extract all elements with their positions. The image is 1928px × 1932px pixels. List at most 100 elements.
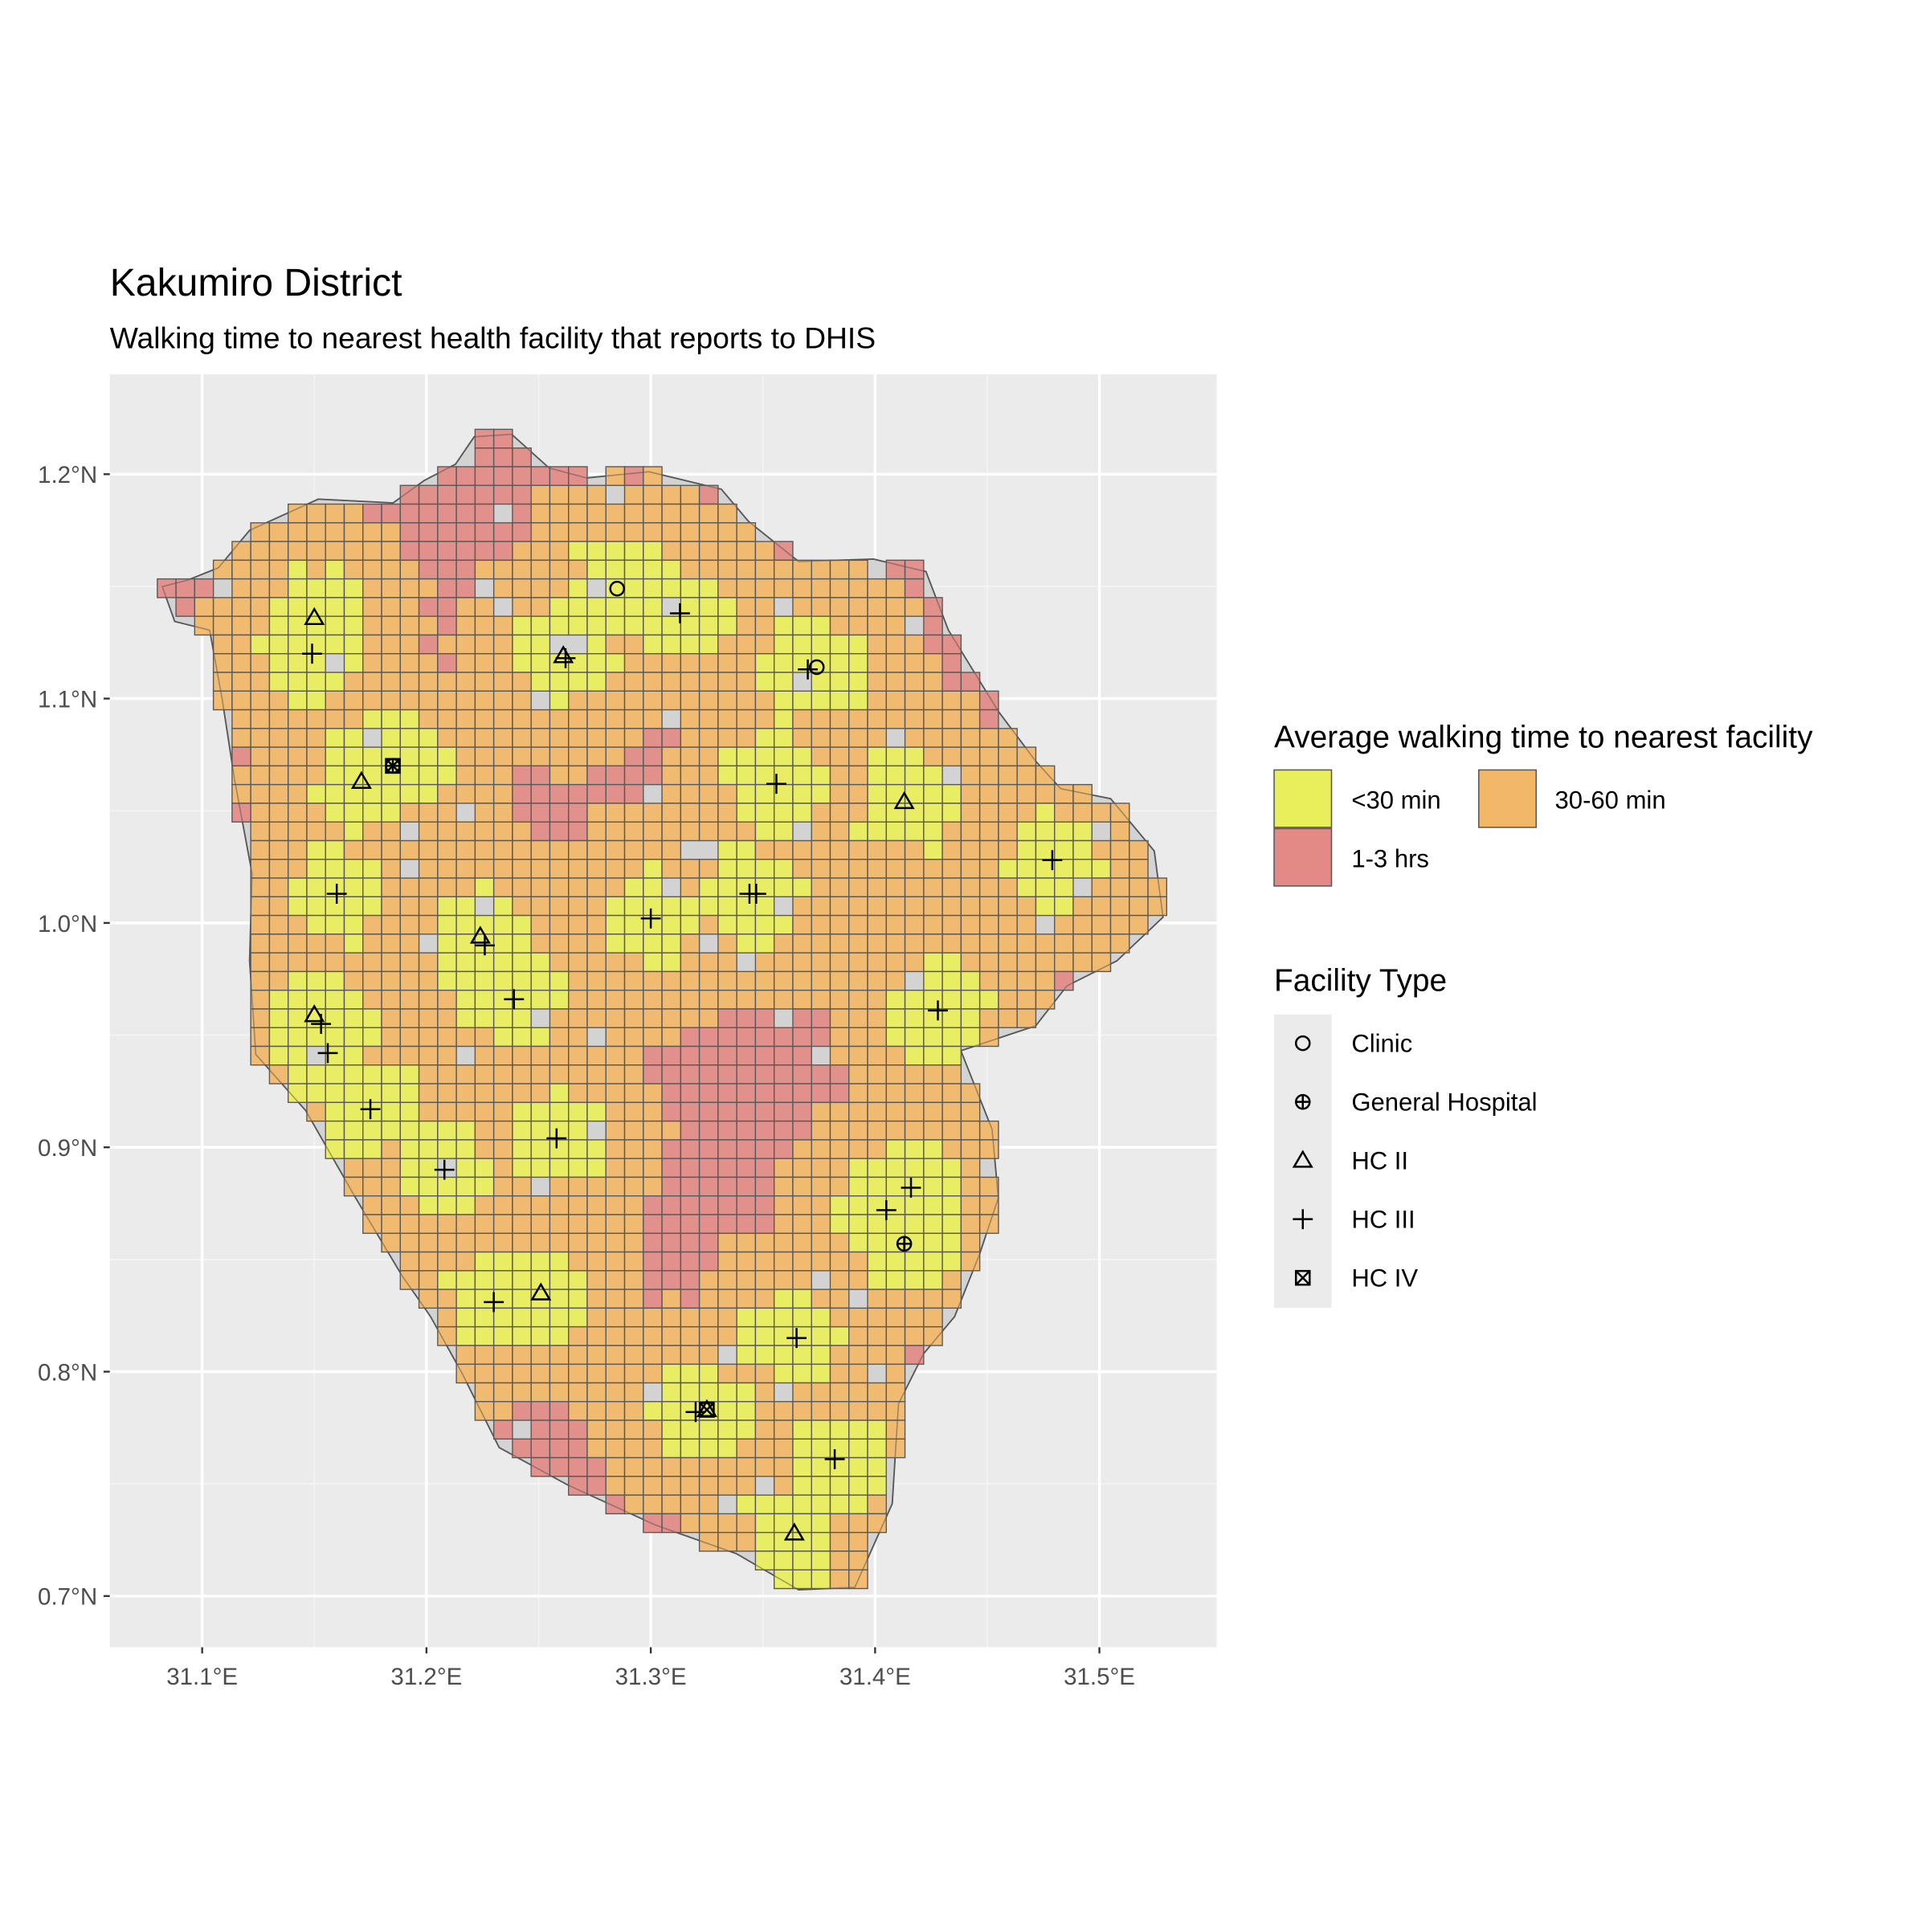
- walking-time-cell: [829, 615, 850, 636]
- walking-time-cell: [418, 1027, 439, 1048]
- walking-time-cell: [998, 859, 1018, 879]
- walking-time-cell: [829, 1569, 850, 1590]
- x-tick-label: 31.5°E: [1064, 1664, 1135, 1690]
- walking-time-cell: [455, 914, 476, 935]
- walking-time-cell: [530, 503, 551, 524]
- walking-time-cell: [512, 821, 532, 842]
- walking-time-cell: [399, 1045, 420, 1066]
- hc2-marker: [304, 607, 325, 626]
- walking-time-cell: [978, 914, 999, 935]
- walking-time-cell: [250, 728, 271, 748]
- walking-time-cell: [661, 672, 682, 692]
- walking-time-cell: [268, 709, 289, 729]
- walking-time-cell: [512, 1289, 532, 1309]
- walking-time-cell: [605, 1438, 626, 1459]
- walking-time-cell: [904, 1251, 925, 1272]
- walking-time-cell: [1035, 821, 1056, 842]
- walking-time-cell: [455, 597, 476, 617]
- walking-time-cell: [586, 597, 607, 617]
- walking-time-cell: [530, 672, 551, 692]
- walking-time-cell: [512, 1363, 532, 1384]
- walking-time-cell: [492, 1101, 513, 1122]
- walking-time-cell: [343, 1101, 364, 1122]
- y-axis: 1.2°N1.1°N1.0°N0.9°N0.8°N0.7°N: [38, 462, 110, 1611]
- walking-time-cell: [773, 746, 794, 767]
- x-tick-label: 31.1°E: [166, 1664, 238, 1690]
- walking-time-cell: [381, 859, 401, 879]
- walking-time-cell: [455, 877, 476, 898]
- walking-time-cell: [492, 541, 513, 562]
- fill-legend: Average walking time to nearest facility…: [1273, 720, 1813, 887]
- walking-time-cell: [773, 1120, 794, 1141]
- walking-time-cell: [512, 1176, 532, 1197]
- legend-key-30-60: [1478, 769, 1538, 828]
- walking-time-cell: [923, 1251, 943, 1272]
- hc3-marker: [1293, 1209, 1313, 1230]
- walking-time-cell: [643, 1289, 663, 1309]
- walking-time-cell: [643, 559, 663, 580]
- walking-time-cell: [549, 1270, 570, 1290]
- walking-time-cell: [212, 597, 233, 617]
- walking-time-cell: [867, 896, 887, 917]
- walking-time-cell: [492, 765, 513, 786]
- walking-time-cell: [773, 914, 794, 935]
- walking-time-cell: [698, 1476, 719, 1496]
- walking-time-cell: [231, 672, 251, 692]
- walking-time-cell: [829, 1438, 850, 1459]
- walking-time-cell: [530, 1307, 551, 1328]
- walking-time-cell: [960, 839, 981, 860]
- walking-time-cell: [530, 783, 551, 804]
- walking-time-cell: [698, 877, 719, 898]
- walking-time-cell: [698, 970, 719, 991]
- walking-time-cell: [399, 1027, 420, 1048]
- walking-time-cell: [418, 709, 439, 729]
- walking-time-cell: [568, 1214, 588, 1234]
- walking-time-cell: [568, 896, 588, 917]
- walking-time-cell: [605, 522, 626, 542]
- walking-time-cell: [643, 1494, 663, 1515]
- walking-time-cell: [698, 559, 719, 580]
- walking-time-cell: [923, 1270, 943, 1290]
- walking-time-cell: [792, 1531, 812, 1552]
- walking-time-cell: [885, 1270, 906, 1290]
- walking-time-cell: [399, 1195, 420, 1215]
- walking-time-cell: [867, 1232, 887, 1253]
- walking-time-cell: [680, 1270, 701, 1290]
- walking-time-cell: [643, 989, 663, 1010]
- walking-time-cell: [811, 1345, 831, 1365]
- walking-time-cell: [586, 1289, 607, 1309]
- walking-time-cell: [643, 1120, 663, 1141]
- walking-time-cell: [1109, 933, 1130, 954]
- walking-time-cell: [736, 1251, 757, 1272]
- general-hospital-marker-cross: [897, 1236, 912, 1251]
- walking-time-cell: [848, 989, 868, 1010]
- walking-time-cell: [549, 503, 570, 524]
- walking-time-cell: [549, 783, 570, 804]
- walking-time-cell: [1147, 896, 1168, 917]
- walking-time-cell: [1016, 952, 1037, 973]
- walking-time-cell: [736, 653, 757, 673]
- walking-time-cell: [325, 1120, 345, 1141]
- walking-time-cell: [399, 690, 420, 711]
- walking-time-cell: [792, 1382, 812, 1403]
- walking-time-cell: [643, 896, 663, 917]
- walking-time-cell: [512, 1008, 532, 1028]
- walking-time-cell: [418, 559, 439, 580]
- walking-time-cell: [474, 803, 495, 823]
- walking-time-cell: [399, 597, 420, 617]
- walking-time-cell: [437, 634, 457, 655]
- walking-time-cell: [829, 1456, 850, 1477]
- walking-time-cell: [568, 1101, 588, 1122]
- walking-time-cell: [1109, 803, 1130, 823]
- walking-time-cell: [381, 989, 401, 1010]
- walking-time-cell: [978, 1027, 999, 1048]
- walking-time-cell: [942, 877, 962, 898]
- walking-time-cell: [811, 859, 831, 879]
- walking-time-cell: [942, 1251, 962, 1272]
- walking-time-cell: [867, 1045, 887, 1066]
- walking-time-cell: [792, 1419, 812, 1440]
- walking-time-cell: [829, 1476, 850, 1496]
- walking-time-cell: [455, 952, 476, 973]
- walking-time-cell: [231, 709, 251, 729]
- walking-time-cell: [643, 1027, 663, 1048]
